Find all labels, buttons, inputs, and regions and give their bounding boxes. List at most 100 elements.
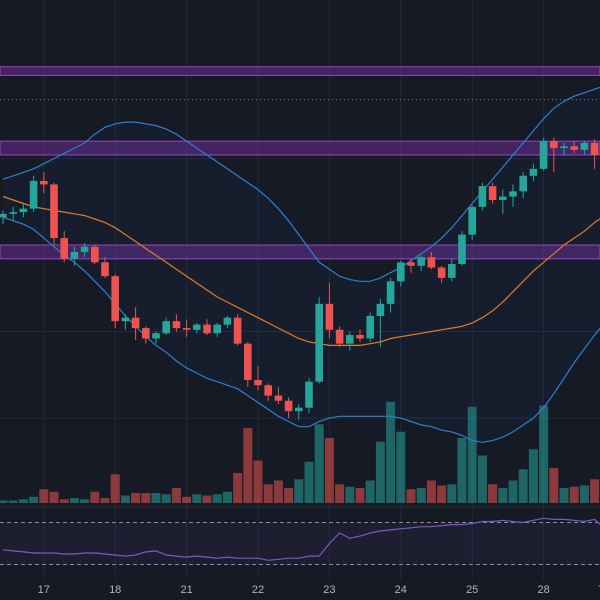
volume-bar bbox=[90, 491, 100, 503]
volume-bar bbox=[314, 424, 324, 503]
candle-body bbox=[366, 315, 374, 339]
candle-body bbox=[19, 208, 28, 213]
candle-body bbox=[9, 212, 17, 214]
candle-body bbox=[152, 333, 160, 339]
candle-body bbox=[172, 321, 181, 329]
volume-bar bbox=[477, 455, 487, 503]
volume-bar bbox=[528, 449, 538, 503]
candle-body bbox=[193, 324, 201, 330]
volume-bar bbox=[335, 484, 345, 503]
volume-bar bbox=[467, 406, 477, 503]
volume-bar bbox=[508, 480, 518, 503]
bollinger-upper-line bbox=[2, 86, 600, 282]
volume-bar bbox=[324, 438, 334, 503]
volume-bar bbox=[386, 401, 396, 503]
candle-body bbox=[580, 142, 589, 150]
volume-bar bbox=[182, 496, 192, 503]
volume-bar bbox=[18, 499, 28, 503]
candle-body bbox=[478, 186, 487, 207]
candle-body bbox=[0, 213, 7, 218]
volume-bar bbox=[273, 480, 283, 503]
candle-body bbox=[40, 180, 48, 185]
candle-body bbox=[407, 262, 415, 266]
volume-bar bbox=[29, 496, 39, 503]
candle-body bbox=[397, 262, 405, 282]
candle-body bbox=[437, 267, 446, 278]
candle-body bbox=[264, 385, 272, 396]
candle-body bbox=[223, 317, 232, 325]
volume-bar bbox=[192, 494, 202, 503]
volume-bar bbox=[437, 485, 447, 503]
candle-body bbox=[295, 407, 303, 412]
resistance-zone bbox=[0, 66, 600, 76]
candle-body bbox=[356, 335, 364, 339]
volume-bar bbox=[345, 486, 355, 503]
volume-bar bbox=[69, 498, 79, 503]
volume-bar bbox=[253, 460, 263, 503]
candle-body bbox=[386, 281, 395, 304]
volume-bar bbox=[549, 468, 559, 503]
volume-bar bbox=[141, 493, 151, 503]
volume-bar bbox=[80, 499, 90, 503]
candle-body bbox=[305, 381, 313, 408]
candle-body bbox=[509, 191, 517, 197]
volume-bar bbox=[100, 498, 110, 503]
volume-bar bbox=[243, 428, 253, 503]
candle-body bbox=[91, 246, 99, 263]
candle-body bbox=[162, 321, 170, 334]
candle-body bbox=[488, 186, 497, 200]
candle-body bbox=[448, 264, 456, 278]
candle-body bbox=[80, 246, 89, 252]
volume-bar bbox=[59, 499, 69, 503]
bollinger-basis-line bbox=[2, 195, 600, 346]
x-axis: 17 18 21 22 23 24 25 28 Th bbox=[38, 584, 600, 596]
volume-bar bbox=[569, 486, 579, 503]
candle-body bbox=[254, 380, 262, 386]
candle-body bbox=[499, 196, 507, 200]
volume-bar bbox=[396, 431, 406, 503]
candle-body bbox=[560, 146, 568, 149]
candle-body bbox=[101, 262, 109, 277]
candle-body bbox=[131, 317, 140, 329]
candle-body bbox=[376, 303, 385, 316]
volume-bar bbox=[447, 484, 457, 503]
candle-body bbox=[274, 395, 283, 401]
rsi-pane bbox=[0, 517, 600, 565]
volume-bar bbox=[539, 405, 549, 503]
candle-body bbox=[60, 238, 68, 259]
candle-body bbox=[203, 324, 211, 334]
candle-body bbox=[539, 141, 548, 169]
volume-bar bbox=[457, 438, 467, 503]
candles-layer bbox=[0, 137, 599, 420]
x-tick-label: 23 bbox=[323, 584, 335, 596]
candle-body bbox=[570, 146, 578, 150]
volume-bar bbox=[171, 488, 181, 503]
candle-body bbox=[29, 180, 38, 209]
volume-bar bbox=[39, 489, 49, 503]
candle-body bbox=[213, 324, 221, 334]
volume-bar bbox=[8, 500, 18, 503]
volume-bar bbox=[284, 488, 294, 503]
candle-body bbox=[519, 175, 527, 192]
volume-bar bbox=[110, 474, 120, 503]
candle-body bbox=[50, 184, 58, 239]
candle-body bbox=[244, 343, 252, 380]
volume-bar bbox=[161, 494, 171, 503]
candle-body bbox=[182, 328, 191, 330]
x-tick-label: 21 bbox=[180, 584, 192, 596]
volume-bar bbox=[304, 461, 314, 503]
x-tick-label: 22 bbox=[252, 584, 264, 596]
volume-bar bbox=[559, 488, 569, 503]
x-tick-label: 24 bbox=[395, 584, 407, 596]
volume-bar bbox=[212, 494, 222, 503]
volume-bar bbox=[49, 491, 59, 503]
volume-bar bbox=[222, 491, 232, 503]
volume-bar bbox=[294, 479, 304, 503]
volume-bar bbox=[426, 480, 436, 503]
bollinger-fill bbox=[3, 87, 600, 443]
resistance-zone bbox=[0, 140, 600, 156]
volume-bar bbox=[406, 489, 416, 503]
candle-body bbox=[427, 257, 436, 268]
